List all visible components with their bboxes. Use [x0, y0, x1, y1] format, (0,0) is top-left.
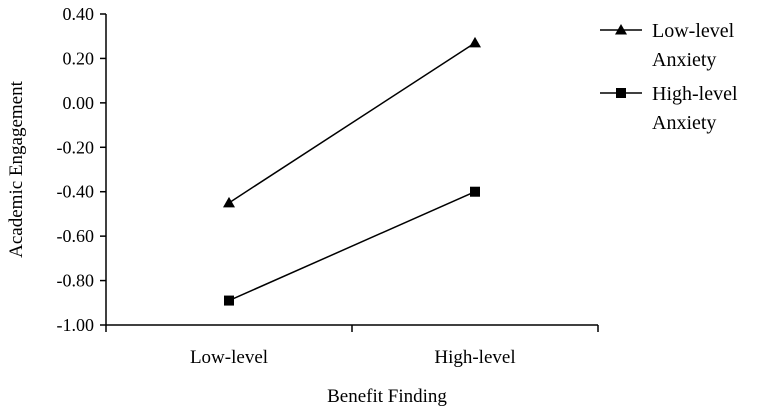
x-tick-label: High-level: [434, 347, 515, 368]
legend: Low-level Anxiety High-level Anxiety: [600, 20, 738, 134]
y-ticks: 0.40 0.20 0.00 -0.20 -0.40 -0.60 -0.80 -1.00: [57, 4, 106, 335]
x-ticks: Low-level High-level: [105, 325, 599, 368]
series-line: [228, 42, 476, 204]
y-tick-label: 0.00: [63, 93, 95, 113]
y-tick-label: -0.40: [57, 182, 95, 202]
triangle-marker: [469, 36, 481, 48]
series-group: [224, 186, 480, 306]
triangle-marker: [223, 196, 235, 208]
y-tick-label: -0.20: [57, 137, 95, 157]
legend-label: Anxiety: [652, 49, 716, 71]
y-tick-label: -0.60: [57, 226, 95, 246]
series-line: [228, 191, 476, 302]
y-tick-label: -1.00: [57, 315, 95, 335]
triangle-marker: [615, 24, 627, 35]
x-axis-title: Benefit Finding: [327, 386, 447, 407]
legend-label: Low-level: [652, 20, 735, 42]
legend-label: High-level: [652, 83, 738, 105]
y-tick-label: -0.80: [57, 271, 95, 291]
y-axis-title: Academic Engagement: [6, 80, 27, 257]
legend-label: Anxiety: [652, 112, 716, 134]
square-marker: [616, 88, 626, 98]
axes: [105, 14, 598, 326]
legend-item: Low-level Anxiety: [600, 20, 735, 71]
legend-item: High-level Anxiety: [600, 83, 738, 134]
x-tick-label: Low-level: [190, 347, 268, 368]
square-marker: [224, 295, 234, 306]
y-tick-label: 0.40: [63, 4, 95, 24]
y-tick-label: 0.20: [63, 48, 95, 68]
square-marker: [470, 186, 480, 197]
series-layer: [223, 36, 481, 306]
series-group: [223, 36, 481, 208]
